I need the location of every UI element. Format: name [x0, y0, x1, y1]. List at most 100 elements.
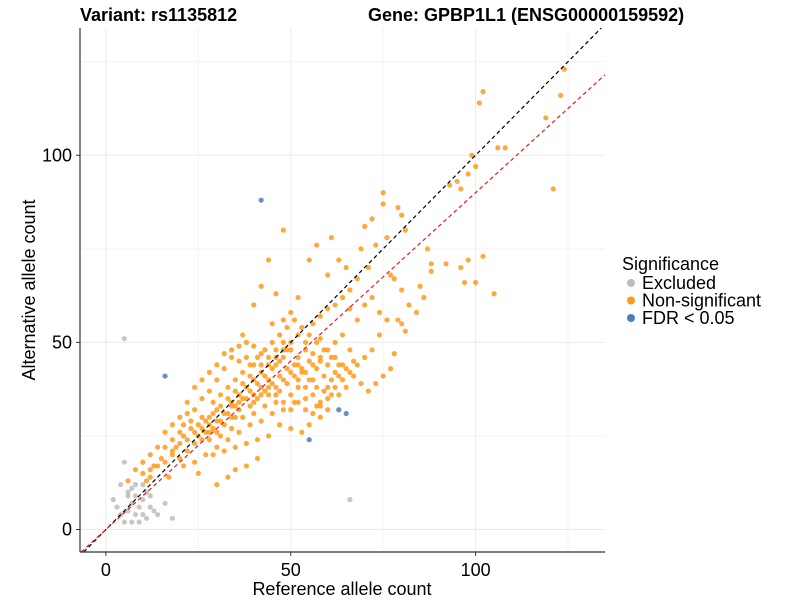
y-tick-label: 0 [62, 520, 72, 540]
data-point-non-significant [188, 418, 194, 424]
data-point-non-significant [302, 407, 309, 413]
data-point-non-significant [210, 425, 216, 432]
y-tick-label: 50 [52, 332, 72, 352]
data-point-non-significant [221, 448, 227, 454]
data-point-non-significant [343, 264, 349, 271]
data-point-non-significant [550, 186, 556, 192]
data-point-non-significant [192, 440, 198, 447]
x-tick-label: 50 [281, 560, 301, 580]
data-point-fdr-0-05 [306, 437, 312, 443]
data-point-non-significant [236, 343, 242, 349]
data-point-non-significant [188, 425, 194, 432]
data-point-non-significant [399, 321, 405, 327]
data-point-excluded [121, 336, 127, 342]
data-point-non-significant [354, 276, 360, 282]
data-point-non-significant [314, 339, 320, 345]
data-point-non-significant [195, 422, 201, 428]
data-point-non-significant [277, 358, 283, 364]
data-point-non-significant [325, 347, 331, 353]
data-point-non-significant [232, 388, 238, 394]
data-point-non-significant [328, 354, 335, 360]
data-point-non-significant [347, 306, 353, 312]
data-point-non-significant [225, 410, 231, 417]
data-point-non-significant [310, 392, 316, 398]
data-point-non-significant [284, 366, 290, 372]
data-point-fdr-0-05 [336, 407, 342, 413]
data-point-non-significant [192, 429, 198, 435]
data-point-non-significant [339, 332, 346, 338]
data-point-non-significant [339, 294, 346, 301]
data-point-non-significant [217, 403, 224, 409]
data-point-non-significant [358, 246, 364, 252]
data-point-non-significant [317, 354, 323, 360]
data-point-non-significant [428, 268, 434, 274]
data-point-non-significant [214, 418, 220, 424]
data-point-non-significant [417, 283, 423, 289]
data-point-non-significant [247, 388, 253, 394]
data-point-non-significant [384, 235, 390, 241]
data-point-non-significant [358, 380, 364, 387]
data-point-non-significant [284, 324, 290, 331]
data-point-non-significant [162, 459, 168, 465]
data-point-non-significant [336, 392, 342, 398]
data-point-non-significant [184, 399, 190, 405]
data-point-non-significant [162, 429, 168, 435]
data-point-non-significant [254, 437, 261, 443]
data-point-non-significant [225, 395, 231, 402]
data-point-non-significant [310, 410, 316, 417]
data-point-non-significant [395, 317, 401, 323]
data-point-non-significant [247, 422, 253, 428]
chart-title-variant: Variant: rs1135812 [80, 5, 237, 25]
data-point-non-significant [280, 354, 286, 360]
data-point-non-significant [254, 354, 261, 360]
data-point-non-significant [339, 362, 346, 368]
data-point-excluded [129, 485, 135, 491]
data-point-non-significant [232, 444, 238, 450]
legend-swatch [627, 296, 635, 305]
data-point-non-significant [362, 223, 368, 229]
data-point-non-significant [317, 358, 323, 364]
data-point-non-significant [280, 227, 286, 233]
data-point-non-significant [365, 388, 371, 394]
data-point-non-significant [147, 452, 153, 458]
data-point-non-significant [336, 362, 342, 368]
data-point-non-significant [350, 358, 357, 364]
data-point-non-significant [543, 115, 549, 121]
data-point-non-significant [347, 369, 353, 375]
data-point-non-significant [314, 242, 320, 248]
y-axis-title: Alternative allele count [19, 199, 39, 380]
data-point-non-significant [465, 171, 471, 177]
data-point-non-significant [269, 321, 275, 327]
data-point-non-significant [177, 440, 183, 447]
data-point-non-significant [214, 429, 220, 435]
data-point-non-significant [325, 272, 331, 278]
data-point-non-significant [387, 366, 394, 372]
data-point-non-significant [328, 235, 335, 241]
data-point-non-significant [232, 377, 238, 383]
data-point-non-significant [317, 399, 323, 405]
data-point-non-significant [284, 347, 290, 353]
data-point-non-significant [480, 89, 486, 95]
data-point-excluded [147, 493, 153, 499]
data-point-non-significant [306, 257, 312, 263]
data-point-non-significant [306, 422, 312, 428]
data-point-excluded [110, 497, 116, 503]
data-point-non-significant [236, 407, 242, 413]
data-point-non-significant [391, 276, 397, 282]
data-point-non-significant [269, 410, 275, 417]
data-point-non-significant [295, 399, 301, 405]
data-point-non-significant [125, 478, 131, 484]
data-point-excluded [132, 511, 139, 518]
data-point-non-significant [162, 444, 168, 450]
data-point-non-significant [184, 437, 190, 443]
data-point-non-significant [310, 351, 316, 357]
data-point-non-significant [225, 437, 231, 443]
data-point-non-significant [262, 373, 268, 379]
data-point-non-significant [295, 354, 301, 360]
data-point-non-significant [332, 302, 338, 308]
data-point-non-significant [406, 302, 412, 308]
data-point-non-significant [288, 407, 294, 413]
data-point-non-significant [273, 291, 279, 297]
data-point-excluded [162, 500, 168, 506]
